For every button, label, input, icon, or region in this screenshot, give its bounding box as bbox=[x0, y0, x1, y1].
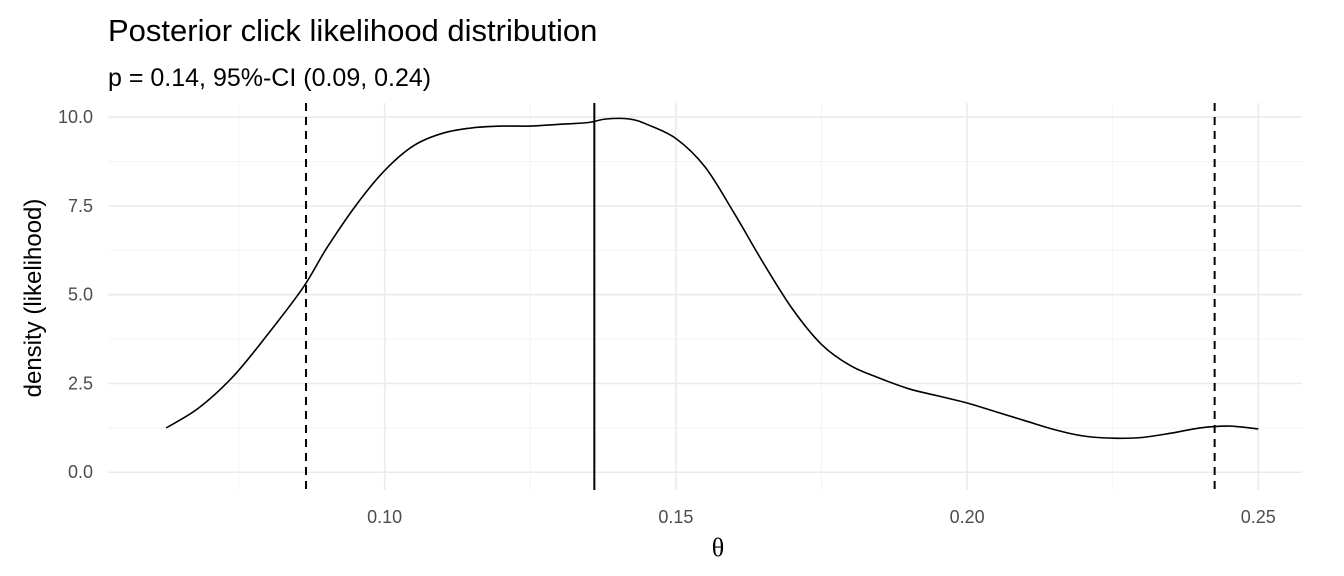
y-axis-title: density (likelihood) bbox=[20, 199, 47, 398]
x-axis-title: θ bbox=[712, 533, 724, 562]
tick-labels: 0.10 0.15 0.20 0.25 0.0 2.5 5.0 7.5 10.0 bbox=[58, 107, 1276, 527]
x-tick-label: 0.20 bbox=[950, 507, 985, 527]
y-tick-label: 7.5 bbox=[68, 196, 93, 216]
density-series bbox=[165, 117, 1259, 440]
x-tick-label: 0.25 bbox=[1241, 507, 1276, 527]
density-curve bbox=[165, 117, 1259, 440]
y-tick-label: 5.0 bbox=[68, 285, 93, 305]
chart-title: Posterior click likelihood distribution bbox=[108, 13, 597, 48]
grid bbox=[108, 103, 1302, 490]
x-tick-label: 0.15 bbox=[658, 507, 693, 527]
y-tick-label: 10.0 bbox=[58, 107, 93, 127]
y-tick-label: 0.0 bbox=[68, 462, 93, 482]
chart-subtitle: p = 0.14, 95%-CI (0.09, 0.24) bbox=[108, 64, 431, 92]
y-tick-label: 2.5 bbox=[68, 373, 93, 393]
reference-lines bbox=[305, 103, 1216, 490]
x-tick-label: 0.10 bbox=[367, 507, 402, 527]
